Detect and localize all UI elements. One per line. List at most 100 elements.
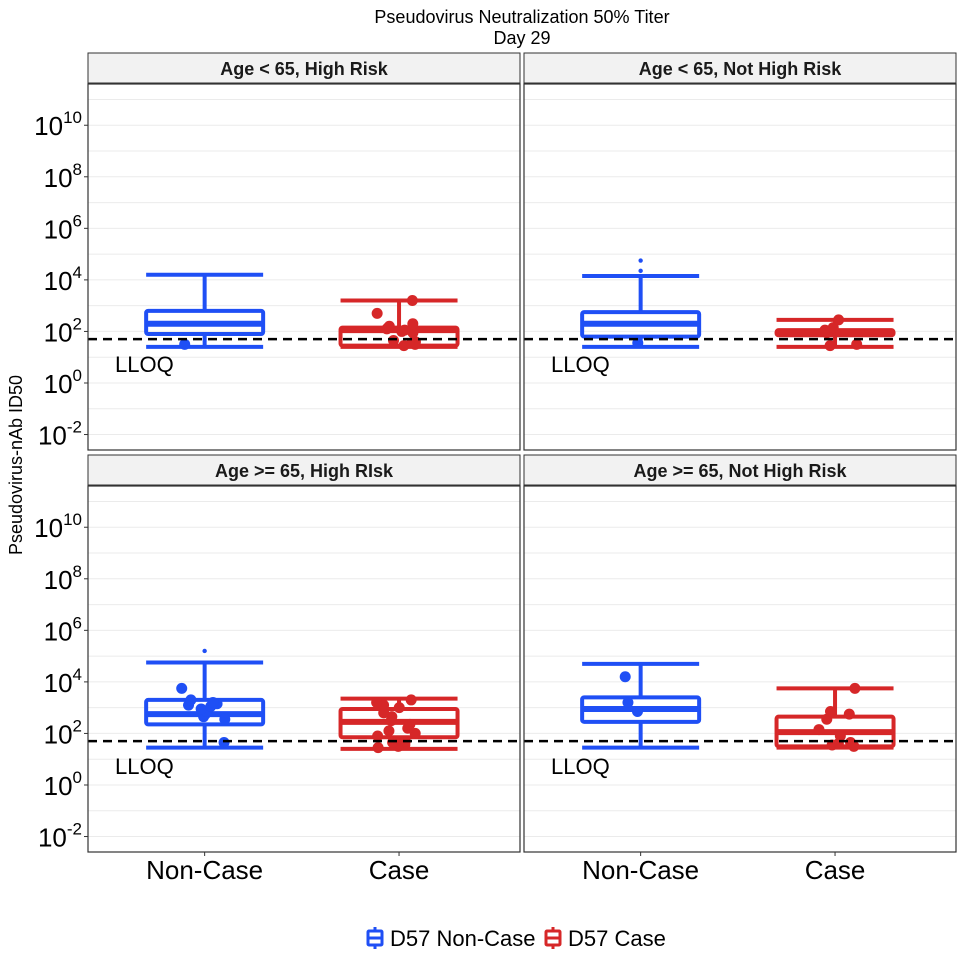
legend: D57 Non-Case D57 Case xyxy=(366,926,666,951)
panel-3: Age >= 65, High RIsk LLOQ 10-2 100 102 104 106… xyxy=(34,454,521,885)
data-point xyxy=(371,307,383,319)
y-tick-label: 100 xyxy=(44,366,82,399)
lloq-label: LLOQ xyxy=(115,352,174,377)
outlier-point xyxy=(638,258,643,263)
y-tick-label: 108 xyxy=(44,562,82,595)
outlier-point xyxy=(638,268,643,274)
outlier-point xyxy=(202,648,207,654)
data-point xyxy=(825,706,837,718)
data-point xyxy=(218,736,230,748)
data-point xyxy=(851,338,863,350)
data-point xyxy=(383,725,395,737)
panel-title: Age >= 65, Not High Risk xyxy=(633,461,847,481)
data-point xyxy=(405,694,417,706)
y-tick-label: 10-2 xyxy=(38,418,82,451)
data-point xyxy=(185,694,197,706)
data-point xyxy=(176,682,188,694)
y-tick-label: 104 xyxy=(44,263,82,296)
box-non-case xyxy=(144,272,266,350)
data-point xyxy=(834,730,846,742)
panel-1: Age < 65, High Risk LLOQ 10-2 100 102 104 106 1… xyxy=(34,52,521,451)
data-point xyxy=(407,318,419,330)
data-point xyxy=(372,742,384,754)
y-tick-label: 108 xyxy=(44,160,82,193)
panel-2: Age < 65, Not High Risk LLOQ xyxy=(523,52,957,451)
box-non-case xyxy=(144,648,266,750)
lloq-label: LLOQ xyxy=(115,754,174,779)
panel-4: Age >= 65, Not High Risk LLOQ Non-Case Case xyxy=(523,454,957,885)
panel-strip xyxy=(523,454,957,486)
data-point xyxy=(813,724,825,736)
data-point xyxy=(619,671,631,683)
y-tick-label: 1010 xyxy=(34,510,82,543)
box-non-case xyxy=(580,661,702,750)
data-point xyxy=(849,682,861,694)
panel-title: Age < 65, High Risk xyxy=(220,59,389,79)
panel-border xyxy=(87,485,521,853)
panel-border xyxy=(87,83,521,451)
data-point xyxy=(393,702,405,714)
y-tick-label: 10-2 xyxy=(38,820,82,853)
data-point xyxy=(219,713,231,725)
data-point xyxy=(406,295,418,307)
data-point xyxy=(622,697,634,709)
data-point xyxy=(843,708,855,720)
data-point xyxy=(819,324,831,336)
data-point xyxy=(824,340,836,352)
data-point xyxy=(404,718,416,730)
panel-strip xyxy=(87,52,521,84)
plot-area xyxy=(88,84,520,450)
y-tick-label: 102 xyxy=(44,314,82,347)
legend-label: D57 Case xyxy=(568,926,666,951)
legend-item: D57 Non-Case xyxy=(366,926,536,951)
plot-area xyxy=(88,486,520,852)
data-point xyxy=(179,338,191,350)
data-point xyxy=(372,730,384,742)
plot-area xyxy=(524,486,956,852)
y-axis-label: Pseudovirus-nAb ID50 xyxy=(6,375,26,555)
lloq-label: LLOQ xyxy=(551,352,610,377)
box-non-case xyxy=(580,258,702,349)
data-point xyxy=(383,320,395,332)
panels: Age < 65, High Risk LLOQ 10-2 100 102 104 106 1… xyxy=(34,52,957,885)
panel-title: Age >= 65, High RIsk xyxy=(215,461,394,481)
data-point xyxy=(631,706,643,718)
y-tick-label: 1010 xyxy=(34,108,82,141)
data-point xyxy=(195,703,207,715)
x-tick-label: Non-Case xyxy=(582,855,699,885)
legend-item: D57 Case xyxy=(544,926,666,951)
data-point xyxy=(387,334,399,346)
data-point xyxy=(833,314,845,326)
y-tick-label: 100 xyxy=(44,768,82,801)
plot-area xyxy=(524,84,956,450)
y-tick-label: 104 xyxy=(44,665,82,698)
box-case xyxy=(338,295,460,352)
y-tick-label: 106 xyxy=(44,613,82,646)
panel-title: Age < 65, Not High Risk xyxy=(639,59,843,79)
data-point xyxy=(387,736,399,748)
panel-border xyxy=(523,83,957,451)
x-tick-label: Non-Case xyxy=(146,855,263,885)
data-point xyxy=(845,736,857,748)
data-point xyxy=(378,707,390,719)
chart-title: Pseudovirus Neutralization 50% Titer xyxy=(374,7,669,27)
legend-label: D57 Non-Case xyxy=(390,926,536,951)
panel-strip xyxy=(87,454,521,486)
panel-strip xyxy=(523,52,957,84)
chart-subtitle: Day 29 xyxy=(493,28,550,48)
data-point xyxy=(207,697,219,709)
data-point xyxy=(399,324,411,336)
y-tick-label: 102 xyxy=(44,716,82,749)
lloq-label: LLOQ xyxy=(551,754,610,779)
y-tick-label: 106 xyxy=(44,211,82,244)
panel-border xyxy=(523,485,957,853)
x-tick-label: Case xyxy=(369,855,430,885)
data-point xyxy=(407,327,419,339)
data-point xyxy=(371,697,383,709)
box-case xyxy=(774,682,896,752)
box-case xyxy=(338,694,460,754)
box-case xyxy=(774,314,896,352)
data-point xyxy=(827,322,839,334)
x-tick-label: Case xyxy=(805,855,866,885)
